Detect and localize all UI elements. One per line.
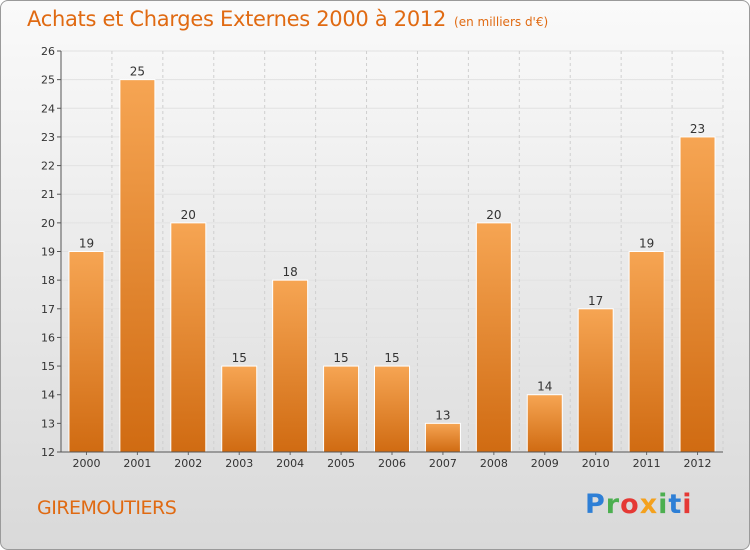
logo-letter: i bbox=[682, 489, 693, 520]
x-tick-label: 2004 bbox=[276, 457, 304, 470]
bar bbox=[475, 222, 512, 453]
bar-value-label: 17 bbox=[588, 294, 603, 308]
logo-letter: o bbox=[620, 489, 640, 520]
bar-value-label: 15 bbox=[232, 351, 247, 365]
bar-value-label: 20 bbox=[486, 208, 501, 222]
y-tick-label: 22 bbox=[41, 160, 55, 173]
x-tick-label: 2011 bbox=[633, 457, 661, 470]
x-tick-label: 2005 bbox=[327, 457, 355, 470]
bar-value-label: 15 bbox=[384, 351, 399, 365]
bar bbox=[679, 136, 716, 453]
y-tick-label: 16 bbox=[41, 331, 55, 344]
bar bbox=[628, 251, 665, 453]
x-tick-label: 2010 bbox=[582, 457, 610, 470]
logo-letter: x bbox=[639, 489, 659, 520]
y-tick-label: 14 bbox=[41, 389, 55, 402]
y-tick-label: 21 bbox=[41, 188, 55, 201]
x-tick-label: 2000 bbox=[72, 457, 100, 470]
x-tick-label: 2008 bbox=[480, 457, 508, 470]
proxiti-logo[interactable]: Proxiti bbox=[585, 489, 693, 520]
y-tick-label: 17 bbox=[41, 303, 55, 316]
y-tick-label: 26 bbox=[41, 45, 55, 58]
x-tick-label: 2006 bbox=[378, 457, 406, 470]
bar bbox=[526, 394, 563, 453]
chart-title: Achats et Charges Externes 2000 à 2012 (e… bbox=[27, 7, 549, 31]
logo-letter: i bbox=[658, 489, 669, 520]
logo-letter: t bbox=[668, 489, 683, 520]
bar-value-label: 13 bbox=[435, 408, 450, 422]
y-tick-label: 25 bbox=[41, 74, 55, 87]
bar bbox=[323, 365, 360, 453]
chart-subtitle: (en milliers d'€) bbox=[454, 15, 549, 29]
y-tick-label: 23 bbox=[41, 131, 55, 144]
x-tick-label: 2001 bbox=[123, 457, 151, 470]
x-tick-label: 2012 bbox=[684, 457, 712, 470]
bar-value-label: 15 bbox=[333, 351, 348, 365]
logo-letter: P bbox=[585, 489, 606, 520]
bar-value-label: 25 bbox=[130, 65, 145, 79]
bar-value-label: 14 bbox=[537, 380, 552, 394]
y-tick-label: 15 bbox=[41, 360, 55, 373]
bar-value-label: 23 bbox=[690, 122, 705, 136]
bar-value-label: 18 bbox=[283, 265, 298, 279]
bar bbox=[221, 365, 258, 453]
bar-value-label: 19 bbox=[79, 237, 94, 251]
y-tick-label: 20 bbox=[41, 217, 55, 230]
bar bbox=[577, 308, 614, 453]
logo-letter: r bbox=[605, 489, 621, 520]
x-tick-label: 2002 bbox=[174, 457, 202, 470]
bar bbox=[374, 365, 410, 453]
bar-value-label: 20 bbox=[181, 208, 196, 222]
x-tick-label: 2003 bbox=[225, 457, 253, 470]
commune-name: GIREMOUTIERS bbox=[37, 497, 177, 519]
bar bbox=[68, 251, 105, 453]
bar bbox=[170, 222, 207, 453]
y-tick-label: 24 bbox=[41, 102, 55, 115]
y-tick-label: 12 bbox=[41, 446, 55, 459]
bar-value-label: 19 bbox=[639, 237, 654, 251]
x-tick-label: 2009 bbox=[531, 457, 559, 470]
bar bbox=[424, 422, 461, 453]
y-tick-label: 13 bbox=[41, 417, 55, 430]
x-tick-label: 2007 bbox=[429, 457, 457, 470]
y-tick-label: 19 bbox=[41, 246, 55, 259]
bar bbox=[272, 279, 309, 453]
bar bbox=[119, 79, 156, 453]
y-tick-label: 18 bbox=[41, 274, 55, 287]
